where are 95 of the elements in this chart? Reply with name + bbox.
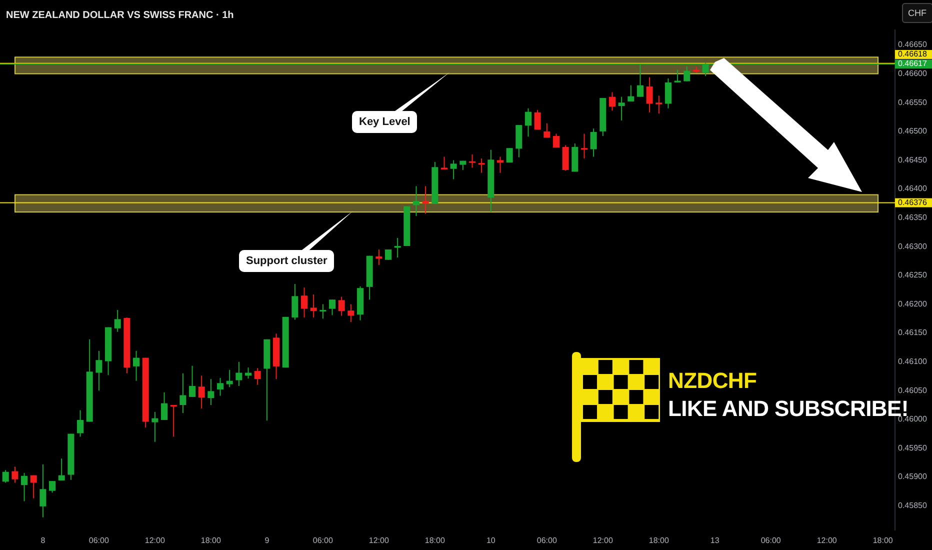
x-tick-label: 12:00 (816, 536, 838, 546)
candlestick (506, 148, 513, 163)
y-tick-label: 0.46100 (898, 357, 928, 366)
candlestick (544, 122, 550, 138)
candlestick (132, 350, 140, 382)
candlestick (664, 78, 672, 109)
annotation: Key Level (352, 111, 418, 133)
candlestick (524, 108, 532, 138)
y-tick-label: 0.46050 (898, 386, 928, 395)
x-tick-label: 18:00 (200, 536, 222, 546)
x-tick-label: 12:00 (592, 536, 614, 546)
candlestick (180, 372, 186, 414)
annotation: Support cluster (239, 250, 334, 272)
y-tick-label: 0.46300 (898, 242, 928, 251)
candlestick (478, 158, 485, 174)
x-tick-label: 12:00 (368, 536, 390, 546)
text: CHF (902, 3, 932, 23)
candlestick (320, 304, 326, 320)
candlestick (170, 404, 177, 438)
y-tick-label: 0.46400 (898, 184, 928, 194)
y-tick-label: 0.46600 (898, 68, 928, 78)
candlestick (516, 124, 522, 158)
ref-line-label: 0.46618 (898, 50, 928, 59)
candlestick (254, 368, 261, 386)
candlestick (48, 480, 56, 494)
candlestick (30, 474, 37, 499)
x-tick-label: 10 (486, 536, 496, 546)
candlestick (236, 361, 242, 386)
candlestick (244, 367, 252, 380)
x-tick-label: 06:00 (760, 536, 782, 546)
candlestick (674, 69, 681, 83)
x-tick-label: 18:00 (872, 536, 894, 546)
candlestick (496, 156, 504, 174)
annotation: NZDCHF (668, 368, 757, 394)
candlestick (348, 304, 354, 323)
candlestick (422, 186, 429, 214)
candlestick (338, 296, 345, 316)
candlestick (618, 96, 625, 121)
candlestick (76, 410, 84, 438)
candlestick (412, 186, 420, 217)
y-tick-label: 0.45900 (898, 472, 928, 482)
y-tick-label: 0.46500 (898, 126, 928, 136)
candlestick (608, 92, 616, 112)
candlestick (656, 95, 662, 114)
y-tick-label: 0.46450 (898, 155, 928, 164)
x-tick-label: 9 (264, 536, 270, 546)
candlestick (534, 110, 541, 130)
candlestick (440, 156, 448, 170)
x-tick-label: 18:00 (648, 536, 670, 546)
y-tick-label: 0.46350 (898, 212, 928, 222)
candlestick (216, 377, 224, 396)
candlestick (562, 144, 569, 172)
candlestick (628, 84, 634, 102)
candlestick (188, 365, 196, 398)
candlestick (40, 464, 46, 518)
candlestick (300, 286, 308, 318)
y-tick-label: 0.45850 (898, 501, 928, 510)
candlestick (96, 350, 102, 392)
x-tick-label: 06:00 (536, 536, 558, 546)
x-tick-label: 18:00 (424, 536, 446, 546)
y-tick-label: 0.46250 (898, 270, 928, 280)
x-tick-label: 12:00 (144, 536, 166, 546)
ref-line-label: 0.46617 (898, 59, 928, 68)
y-tick-label: 0.46150 (898, 328, 928, 338)
candlestick (114, 309, 121, 332)
candlestick (450, 160, 457, 180)
candlestick (328, 299, 336, 316)
candlestick (208, 378, 214, 406)
candlestick (160, 392, 168, 420)
candlestick (226, 369, 233, 388)
candlestick (12, 466, 18, 484)
y-tick-label: 0.45950 (898, 443, 928, 452)
candlestick (58, 458, 65, 481)
y-tick-label: 0.46000 (898, 414, 928, 424)
y-tick-label: 0.46550 (898, 98, 928, 107)
ref-line-label: 0.46376 (898, 198, 928, 208)
candlestick (646, 76, 653, 113)
candlestick (21, 472, 28, 502)
candlestick (590, 128, 597, 158)
x-tick-label: 8 (40, 536, 46, 546)
candlestick (2, 470, 9, 484)
candlestick (552, 133, 560, 148)
y-tick-label: 0.46650 (898, 40, 928, 50)
chart-title: NEW ZEALAND DOLLAR VS SWISS FRANC · 1h (6, 10, 234, 21)
candlestick (310, 294, 317, 318)
candlestick (580, 133, 588, 159)
candlestick (292, 284, 298, 320)
x-tick-label: 06:00 (88, 536, 110, 546)
x-tick-label: 13 (710, 536, 720, 546)
candlestick (468, 154, 476, 168)
candlestick (198, 375, 205, 409)
y-tick-label: 0.46200 (898, 299, 928, 308)
x-tick-label: 06:00 (312, 536, 334, 546)
candlestick (152, 411, 158, 442)
candlestick (684, 66, 690, 82)
